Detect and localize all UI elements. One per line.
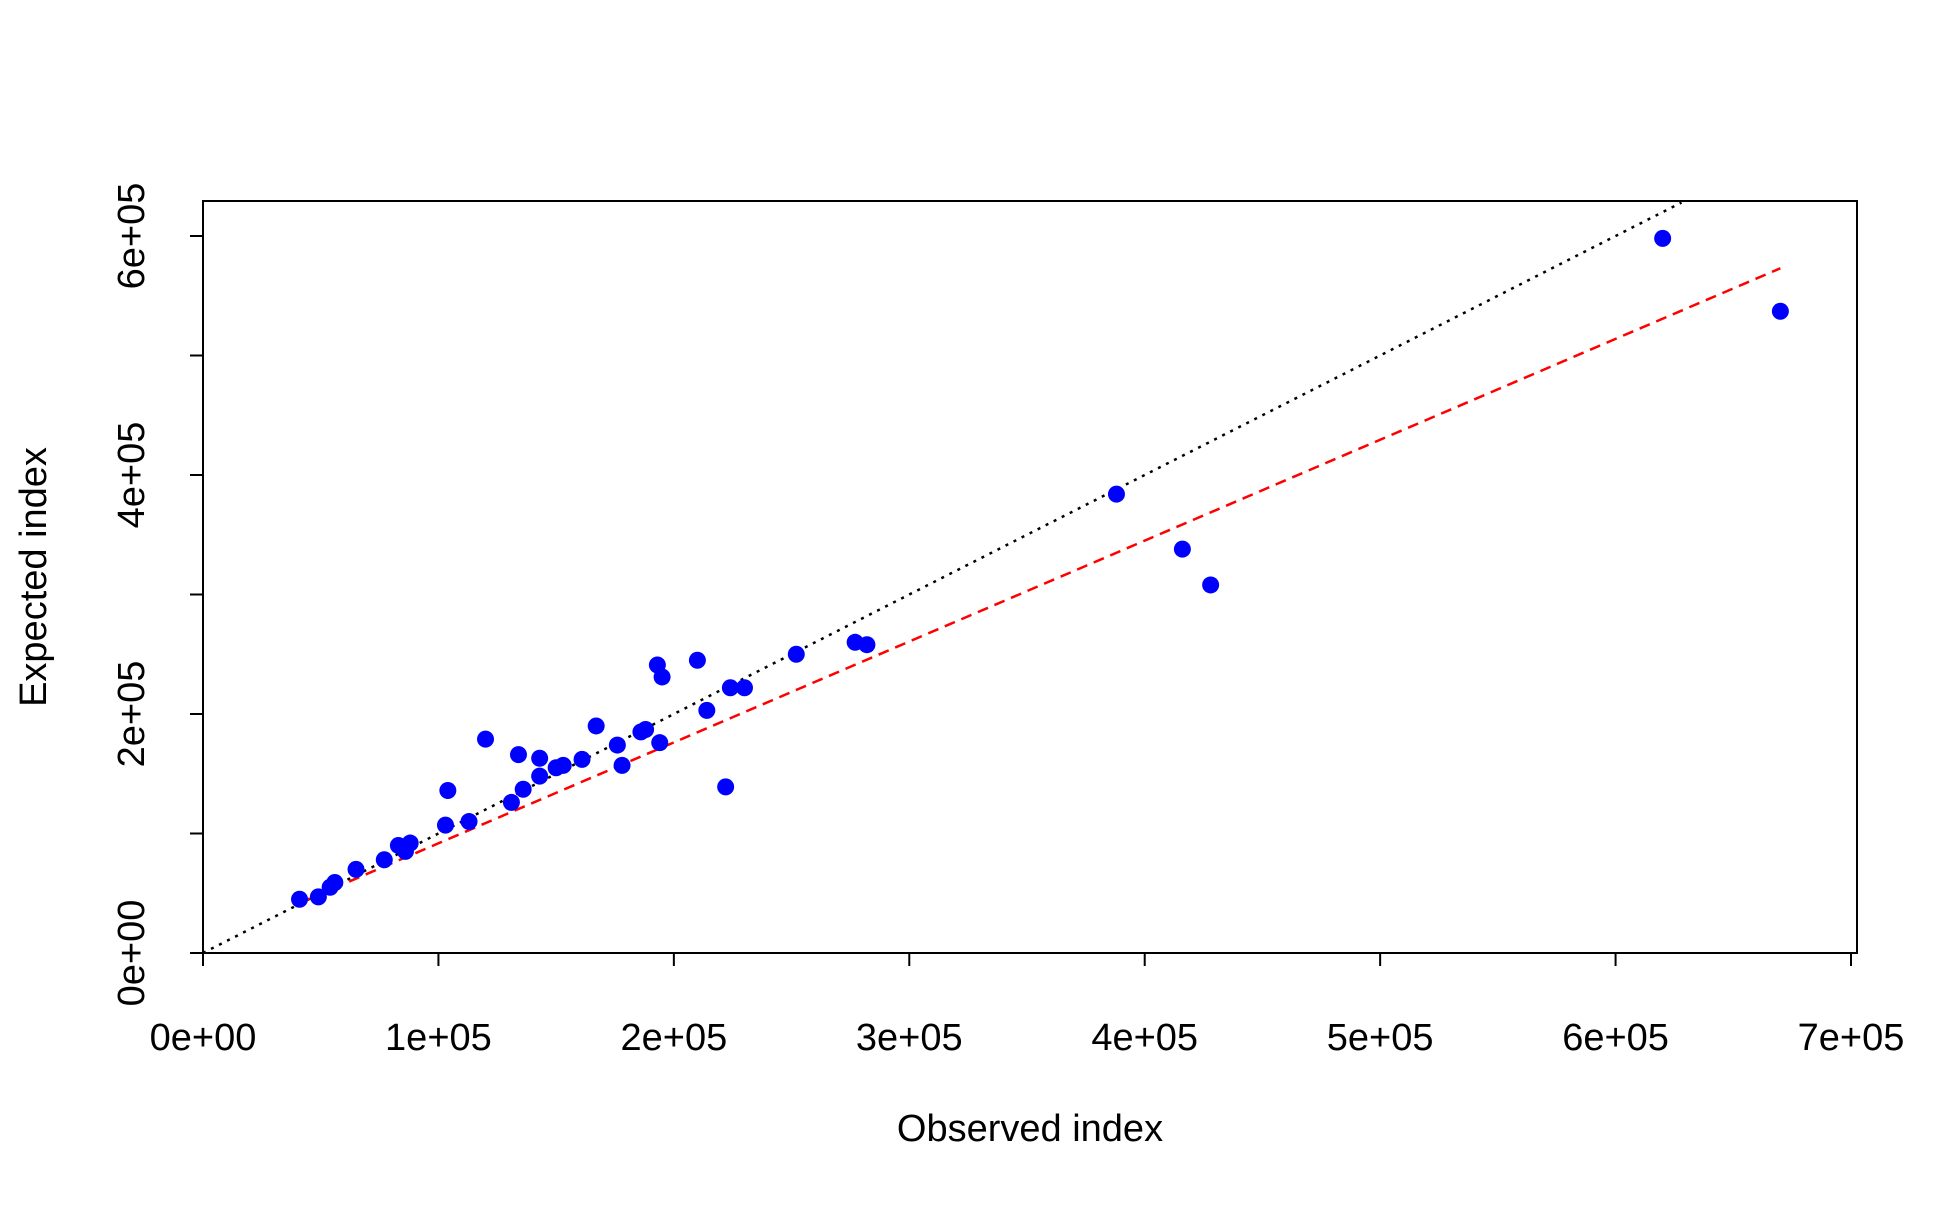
data-point bbox=[735, 679, 753, 697]
data-point bbox=[531, 767, 549, 785]
data-point bbox=[347, 860, 365, 878]
data-point bbox=[1771, 302, 1789, 320]
x-axis-label: Observed index bbox=[897, 1108, 1163, 1150]
y-tick-label: 0e+00 bbox=[111, 900, 153, 1007]
data-point bbox=[1654, 229, 1672, 247]
x-tick-label: 5e+05 bbox=[1327, 1017, 1434, 1059]
data-point bbox=[502, 793, 520, 811]
data-point bbox=[509, 746, 527, 764]
x-tick-label: 6e+05 bbox=[1562, 1017, 1669, 1059]
x-tick-label: 1e+05 bbox=[385, 1017, 492, 1059]
data-point bbox=[717, 778, 735, 796]
data-point bbox=[608, 736, 626, 754]
plot-frame bbox=[202, 200, 1858, 954]
data-point bbox=[554, 756, 572, 774]
y-axis: 0e+00 2e+05 4e+05 6e+05 bbox=[111, 183, 204, 1007]
y-tick-label: 4e+05 bbox=[111, 422, 153, 529]
data-point bbox=[651, 734, 669, 752]
identity-line-layer bbox=[203, 201, 1683, 953]
x-tick-label: 3e+05 bbox=[856, 1017, 963, 1059]
data-point bbox=[460, 813, 478, 831]
data-point bbox=[291, 890, 309, 908]
data-point bbox=[688, 651, 706, 669]
data-point bbox=[439, 781, 457, 799]
fit-line bbox=[299, 267, 1781, 904]
data-point bbox=[613, 756, 631, 774]
data-point bbox=[587, 717, 605, 735]
fit-line-layer bbox=[299, 267, 1781, 904]
y-axis-label: Expected index bbox=[13, 447, 55, 707]
data-point bbox=[698, 701, 716, 719]
data-point bbox=[787, 645, 805, 663]
y-tick-label: 6e+05 bbox=[111, 183, 153, 290]
data-point bbox=[637, 721, 655, 739]
x-axis: 0e+00 1e+05 2e+05 3e+05 4e+05 5e+05 6e+05 7e+05 bbox=[150, 952, 1905, 1059]
data-point bbox=[514, 780, 532, 798]
x-tick-label: 4e+05 bbox=[1091, 1017, 1198, 1059]
x-tick-label: 7e+05 bbox=[1798, 1017, 1905, 1059]
data-point bbox=[653, 668, 671, 686]
x-tick-label: 0e+00 bbox=[150, 1017, 257, 1059]
x-tick-label: 2e+05 bbox=[620, 1017, 727, 1059]
data-point bbox=[309, 888, 327, 906]
data-point bbox=[1173, 540, 1191, 558]
data-point bbox=[531, 749, 549, 767]
data-point bbox=[858, 636, 876, 654]
y-tick-label: 2e+05 bbox=[111, 661, 153, 768]
data-point bbox=[721, 679, 739, 697]
data-point bbox=[477, 730, 495, 748]
identity-line bbox=[203, 201, 1683, 953]
data-point bbox=[375, 851, 393, 869]
data-point bbox=[401, 834, 419, 852]
data-point bbox=[1202, 576, 1220, 594]
data-point bbox=[326, 873, 344, 891]
data-point bbox=[436, 816, 454, 834]
data-point bbox=[1107, 485, 1125, 503]
points-layer bbox=[291, 229, 1789, 908]
data-point bbox=[573, 750, 591, 768]
